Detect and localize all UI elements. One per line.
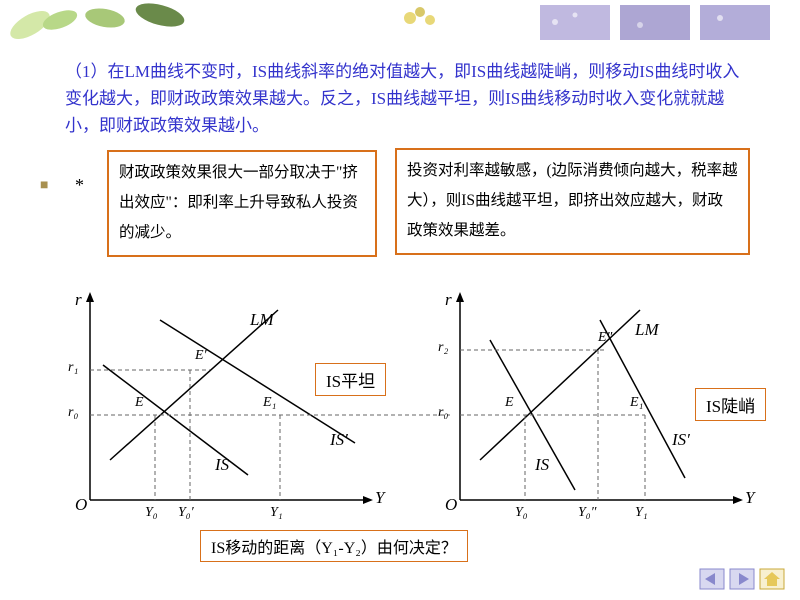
r0-right: r₀ <box>438 405 448 421</box>
point-E1-right: E₁ <box>630 395 643 411</box>
prev-button[interactable] <box>699 568 725 590</box>
point-Epp-right: E″ <box>598 330 612 346</box>
Y1-right: Y₁ <box>635 505 648 521</box>
Y0-right: Y₀ <box>515 505 528 521</box>
home-button[interactable] <box>759 568 785 590</box>
chart-right <box>0 0 800 560</box>
origin-right: O <box>445 495 457 515</box>
r2-right: r₂ <box>438 340 448 356</box>
steep-label: IS陡峭 <box>695 388 766 421</box>
is-label-right: IS <box>535 455 549 475</box>
point-E-right: E <box>505 395 514 411</box>
axis-Y-right: Y <box>745 488 754 508</box>
next-button[interactable] <box>729 568 755 590</box>
axis-r-right: r <box>445 290 452 310</box>
question-box: IS移动的距离（Y₁-Y₂）由何决定？ <box>200 530 468 562</box>
lm-label-right: LM <box>635 320 659 340</box>
isprime-label-right: IS′ <box>672 430 690 450</box>
Y0pp-right: Y₀″ <box>578 505 596 521</box>
